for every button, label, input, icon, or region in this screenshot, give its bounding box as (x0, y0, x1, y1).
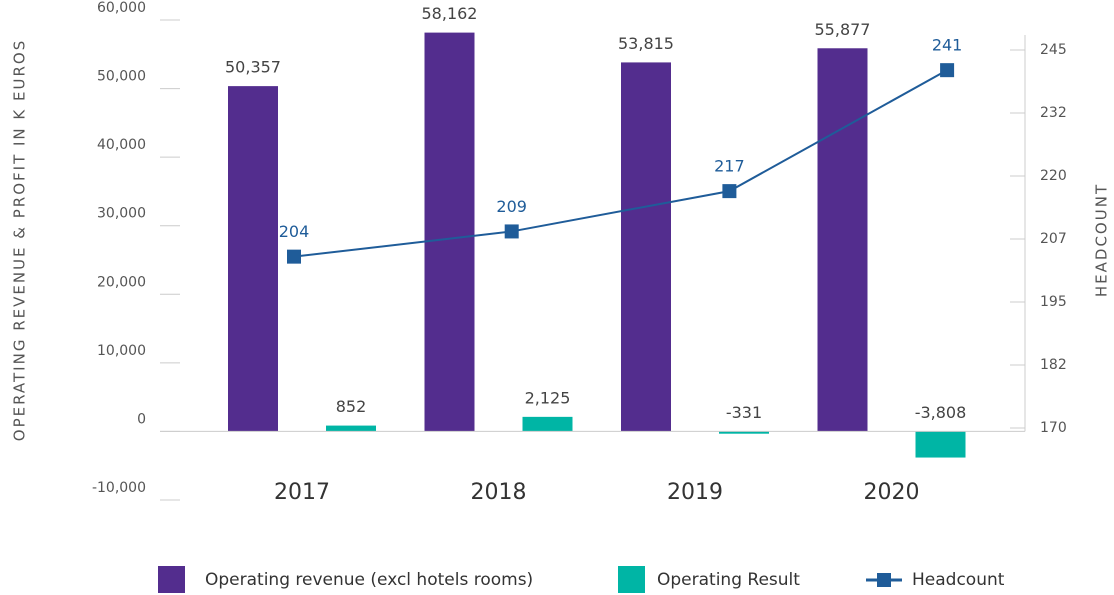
legend-label: Headcount (912, 570, 1005, 590)
bar (522, 416, 573, 432)
line-marker (722, 184, 737, 199)
line-marker (504, 224, 519, 239)
value-label: 50,357 (225, 58, 281, 77)
y-tick-label: 30,000 (97, 206, 146, 222)
y-axis-title: OPERATING REVENUE & PROFIT IN K EUROS (11, 39, 29, 441)
y2-tick-label: 207 (1040, 231, 1067, 247)
value-label: -331 (726, 403, 762, 422)
y-tick-label: -10,000 (92, 480, 146, 496)
y2-tick-label: 232 (1040, 105, 1067, 121)
bar (621, 62, 671, 432)
bar (817, 48, 868, 432)
x-tick-label: 2017 (274, 480, 330, 505)
legend-label: Operating revenue (excl hotels rooms) (205, 570, 533, 590)
value-label: 53,815 (618, 34, 674, 53)
value-label: 58,162 (422, 4, 478, 23)
y2-tick-label: 182 (1040, 357, 1067, 373)
value-label: 55,877 (815, 20, 871, 39)
line-marker (940, 63, 955, 78)
bar (719, 431, 769, 434)
value-label: 852 (336, 397, 367, 416)
legend-swatch (618, 566, 645, 593)
y-tick-label: 60,000 (97, 0, 146, 16)
y-tick-label: 50,000 (97, 69, 146, 85)
y2-axis-title: HEADCOUNT (1093, 183, 1111, 297)
value-label: -3,808 (915, 403, 967, 422)
value-label: 204 (279, 222, 310, 241)
y2-tick-label: 195 (1040, 294, 1067, 310)
value-label: 2,125 (525, 388, 571, 407)
line (293, 69, 948, 258)
value-label: 217 (714, 157, 745, 176)
y-tick-label: 10,000 (97, 343, 146, 359)
bar (228, 86, 278, 432)
line-marker (287, 249, 301, 264)
y-tick-label: 40,000 (97, 137, 146, 153)
y2-tick-label: 245 (1040, 42, 1067, 58)
legend-label: Operating Result (657, 570, 800, 590)
value-label: 209 (496, 197, 527, 216)
legend-swatch (158, 566, 185, 593)
value-label: 241 (932, 36, 963, 55)
bar (326, 425, 376, 432)
legend-swatch (877, 573, 891, 587)
y-tick-label: 0 (137, 411, 146, 427)
y-tick-label: 20,000 (97, 274, 146, 290)
bar (424, 32, 475, 432)
x-tick-label: 2020 (864, 480, 920, 505)
y2-tick-label: 220 (1040, 168, 1067, 184)
x-tick-label: 2018 (471, 480, 527, 505)
x-tick-label: 2019 (667, 480, 723, 505)
bar (915, 431, 966, 458)
y2-tick-label: 170 (1040, 420, 1067, 436)
